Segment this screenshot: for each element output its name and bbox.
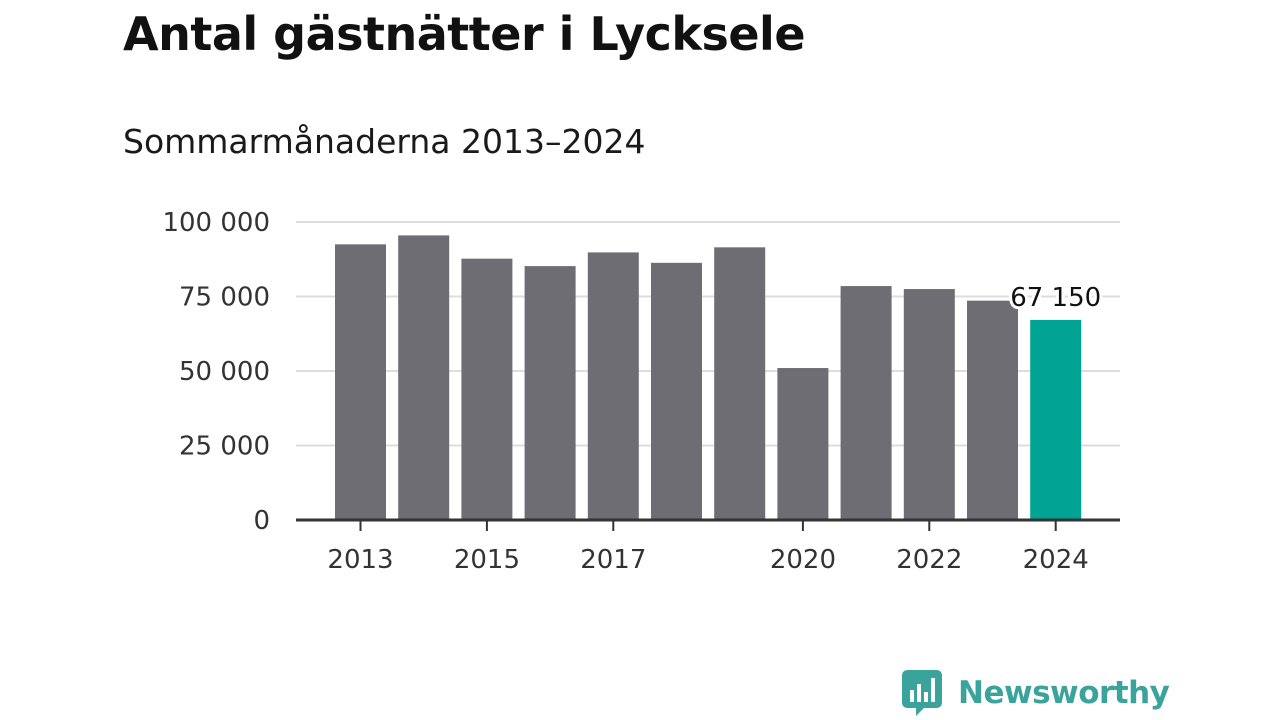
x-tick-label: 2015 <box>454 545 520 575</box>
bars <box>335 235 1082 520</box>
x-tick-label: 2020 <box>770 545 836 575</box>
newsworthy-logo: Newsworthy <box>902 670 1170 716</box>
bar-2018 <box>651 262 702 520</box>
x-tick-label: 2017 <box>580 545 646 575</box>
bar-2024 <box>1030 319 1082 520</box>
x-tick-label: 2013 <box>327 545 393 575</box>
bar-2023 <box>967 300 1018 520</box>
annotations: 67 150 <box>1007 280 1104 316</box>
chart-title: Antal gästnätter i Lycksele <box>123 7 806 61</box>
brand-name: Newsworthy <box>958 675 1170 711</box>
x-tick-label: 2022 <box>896 545 962 575</box>
y-tick-labels: 0 25 000 50 000 75 000 100 000 <box>162 208 270 536</box>
y-tick-label: 75 000 <box>179 283 270 313</box>
data-label-2024: 67 150 <box>1010 283 1101 313</box>
y-tick-label: 0 <box>253 506 270 536</box>
y-tick-label: 100 000 <box>162 208 270 238</box>
bar-2019 <box>714 247 766 520</box>
bar-2014 <box>398 235 450 520</box>
x-tick-label: 2024 <box>1023 545 1089 575</box>
bar-2013 <box>335 244 386 520</box>
bar-2015 <box>461 258 513 520</box>
bar-2020 <box>777 368 829 520</box>
x-axis <box>296 518 1120 531</box>
bar-2016 <box>524 266 576 520</box>
newsworthy-chart-bubble-icon <box>902 670 942 716</box>
bar-2021 <box>840 286 892 520</box>
bar-2022 <box>903 289 955 520</box>
y-tick-label: 25 000 <box>179 432 270 462</box>
y-tick-label: 50 000 <box>179 357 270 387</box>
x-tick-labels: 2013 2015 2017 2020 2022 2024 <box>327 545 1088 575</box>
chart-subtitle: Sommarmånaderna 2013–2024 <box>123 122 646 161</box>
bar-2017 <box>587 252 639 520</box>
